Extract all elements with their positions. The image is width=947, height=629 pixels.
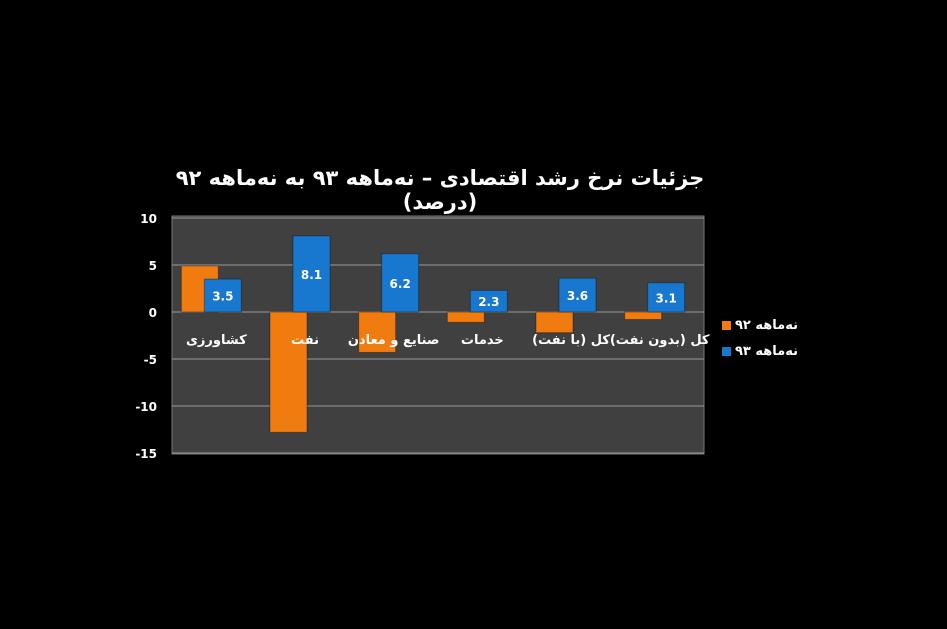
- category-label: کشاورزی: [186, 333, 247, 348]
- legend-item-93: نه‌ماهه ۹۳: [722, 344, 798, 359]
- bar-93: [558, 277, 597, 313]
- bar-92: [535, 311, 574, 334]
- plot-area: [171, 215, 705, 455]
- category-label: صنایع و معادن: [348, 333, 440, 348]
- data-label: 3.1: [656, 291, 677, 305]
- bar-92: [358, 311, 397, 353]
- bar-92: [624, 311, 663, 321]
- data-label: 6.2: [390, 277, 411, 291]
- legend-swatch-blue: [722, 347, 731, 356]
- bar-93: [203, 278, 242, 313]
- data-label: 3.5: [212, 290, 233, 304]
- chart-title: جزئیات نرخ رشد اقتصادی – نه‌ماهه ۹۳ به ن…: [175, 166, 705, 214]
- bar-93: [381, 253, 420, 313]
- category-label: کل (بدون نفت): [610, 333, 710, 348]
- bar-93: [469, 289, 508, 313]
- y-tick-label: -10: [135, 400, 157, 414]
- y-tick-label: -5: [144, 353, 157, 367]
- bar-92: [269, 311, 308, 433]
- legend-label: نه‌ماهه ۹۳: [735, 344, 798, 359]
- data-label: 8.1: [301, 268, 322, 282]
- data-label: 3.6: [567, 289, 588, 303]
- category-label: نفت: [291, 333, 319, 348]
- y-tick-label: 0: [149, 306, 157, 320]
- data-label: 2.3: [478, 295, 499, 309]
- category-label: خدمات: [461, 333, 504, 348]
- y-tick-label: 5: [149, 259, 157, 273]
- category-label: کل (با نفت): [532, 333, 610, 348]
- legend-item-92: نه‌ماهه ۹۲: [722, 318, 798, 333]
- bar-93: [647, 282, 686, 313]
- bar-92: [446, 311, 485, 323]
- y-tick-label: -15: [135, 447, 157, 461]
- y-tick-label: 10: [140, 212, 157, 226]
- legend-swatch-orange: [722, 321, 731, 330]
- legend-label: نه‌ماهه ۹۲: [735, 318, 798, 333]
- bar-93: [292, 235, 331, 313]
